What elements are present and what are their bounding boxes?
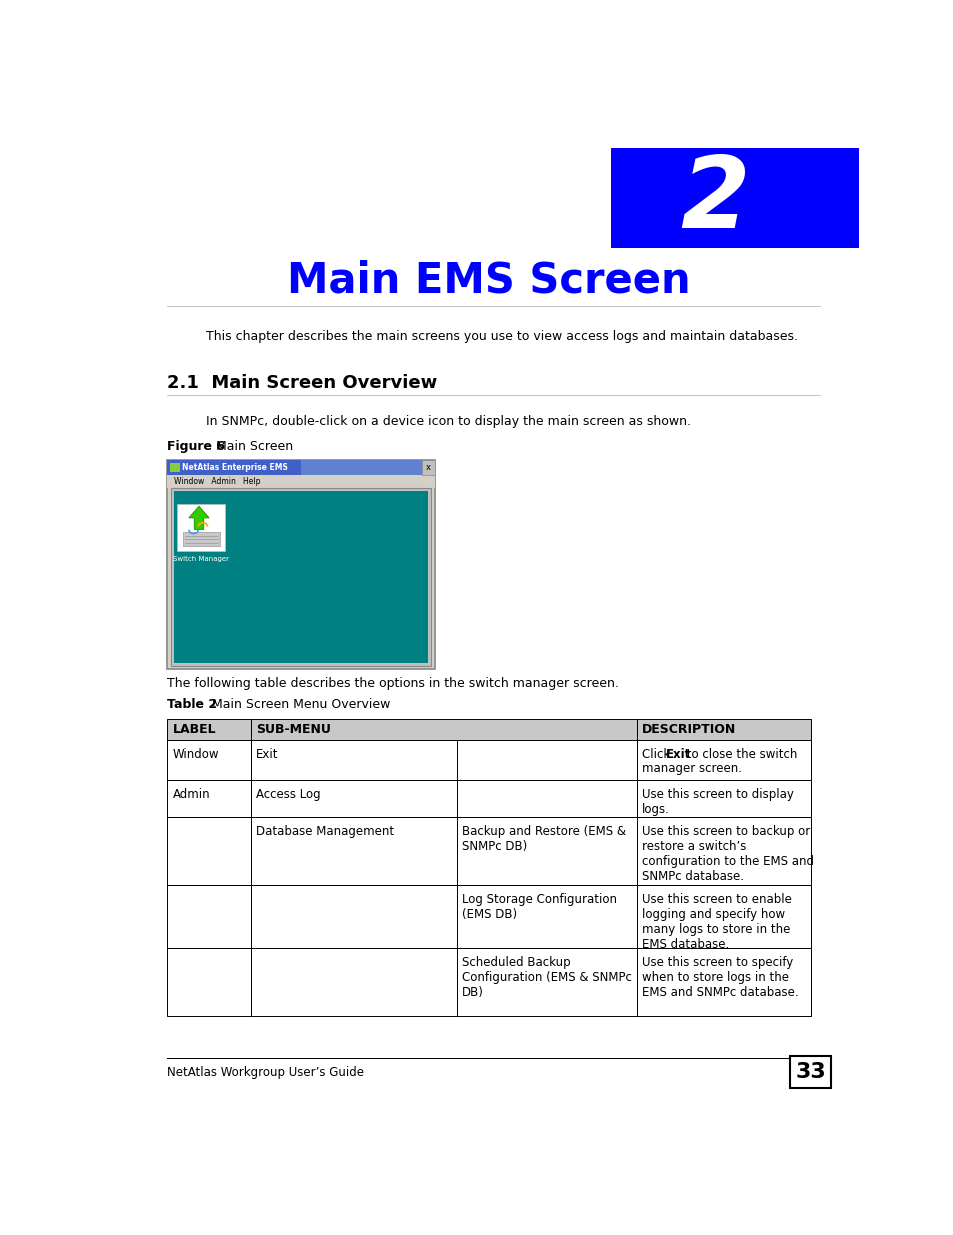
Text: Log Storage Configuration
(EMS DB): Log Storage Configuration (EMS DB) <box>461 893 617 921</box>
Bar <box>167 885 251 948</box>
Polygon shape <box>189 506 209 530</box>
Text: Main Screen Menu Overview: Main Screen Menu Overview <box>199 699 390 711</box>
Bar <box>790 1056 830 1088</box>
Bar <box>251 781 456 818</box>
Bar <box>456 740 637 781</box>
Text: to close the switch: to close the switch <box>682 748 796 761</box>
Text: Main Screen: Main Screen <box>204 440 294 453</box>
Bar <box>456 818 637 885</box>
Text: manager screen.: manager screen. <box>641 762 741 776</box>
Text: NetAtlas Workgroup User’s Guide: NetAtlas Workgroup User’s Guide <box>167 1066 364 1078</box>
Bar <box>610 148 858 248</box>
Text: LABEL: LABEL <box>172 722 216 736</box>
Bar <box>456 781 637 818</box>
Text: 2: 2 <box>679 152 749 248</box>
Bar <box>251 719 637 740</box>
Text: 33: 33 <box>795 1062 825 1082</box>
Text: Window: Window <box>172 748 219 761</box>
Text: Window   Admin   Help: Window Admin Help <box>173 477 260 485</box>
Bar <box>183 532 220 546</box>
Text: Backup and Restore (EMS &
SNMPc DB): Backup and Restore (EMS & SNMPc DB) <box>461 825 625 853</box>
Bar <box>637 948 810 1016</box>
Bar <box>177 504 225 551</box>
Text: x: x <box>425 463 430 472</box>
Text: Exit: Exit <box>665 748 691 761</box>
Bar <box>174 492 427 662</box>
Text: In SNMPc, double-click on a device icon to display the main screen as shown.: In SNMPc, double-click on a device icon … <box>206 415 690 429</box>
Text: Scheduled Backup
Configuration (EMS & SNMPc
DB): Scheduled Backup Configuration (EMS & SN… <box>461 956 632 999</box>
Bar <box>171 488 431 666</box>
Text: NetAtlas Enterprise EMS: NetAtlas Enterprise EMS <box>182 463 288 472</box>
Text: Exit: Exit <box>256 748 278 761</box>
Text: Access Log: Access Log <box>256 788 320 802</box>
Text: Use this screen to specify
when to store logs in the
EMS and SNMPc database.: Use this screen to specify when to store… <box>641 956 798 999</box>
Bar <box>637 719 810 740</box>
Bar <box>637 781 810 818</box>
Text: Click: Click <box>641 748 674 761</box>
Bar <box>251 818 456 885</box>
Bar <box>637 740 810 781</box>
Bar <box>251 885 456 948</box>
Bar <box>167 818 251 885</box>
Text: The following table describes the options in the switch manager screen.: The following table describes the option… <box>167 677 618 690</box>
Text: Admin: Admin <box>172 788 210 802</box>
Bar <box>637 885 810 948</box>
Text: 2.1  Main Screen Overview: 2.1 Main Screen Overview <box>167 374 437 391</box>
Text: Switch Manager: Switch Manager <box>173 556 229 562</box>
Bar <box>167 719 251 740</box>
Bar <box>167 474 435 488</box>
Text: This chapter describes the main screens you use to view access logs and maintain: This chapter describes the main screens … <box>206 330 798 343</box>
Text: Table 2: Table 2 <box>167 699 217 711</box>
Bar <box>637 818 810 885</box>
Bar <box>167 461 301 474</box>
Text: Main EMS Screen: Main EMS Screen <box>287 259 690 301</box>
Bar <box>167 461 435 474</box>
Text: Use this screen to backup or
restore a switch’s
configuration to the EMS and
SNM: Use this screen to backup or restore a s… <box>641 825 814 883</box>
Bar <box>251 948 456 1016</box>
Bar <box>167 740 251 781</box>
Bar <box>456 948 637 1016</box>
Bar <box>456 885 637 948</box>
Text: SUB-MENU: SUB-MENU <box>256 722 331 736</box>
Bar <box>251 740 456 781</box>
Text: Database Management: Database Management <box>256 825 394 839</box>
Text: DESCRIPTION: DESCRIPTION <box>641 722 736 736</box>
Text: Use this screen to display
logs.: Use this screen to display logs. <box>641 788 793 816</box>
Bar <box>167 781 251 818</box>
Bar <box>167 948 251 1016</box>
Bar <box>421 461 435 474</box>
Bar <box>167 461 435 669</box>
Text: Use this screen to enable
logging and specify how
many logs to store in the
EMS : Use this screen to enable logging and sp… <box>641 893 791 951</box>
Bar <box>171 463 179 472</box>
Text: Figure 6: Figure 6 <box>167 440 225 453</box>
